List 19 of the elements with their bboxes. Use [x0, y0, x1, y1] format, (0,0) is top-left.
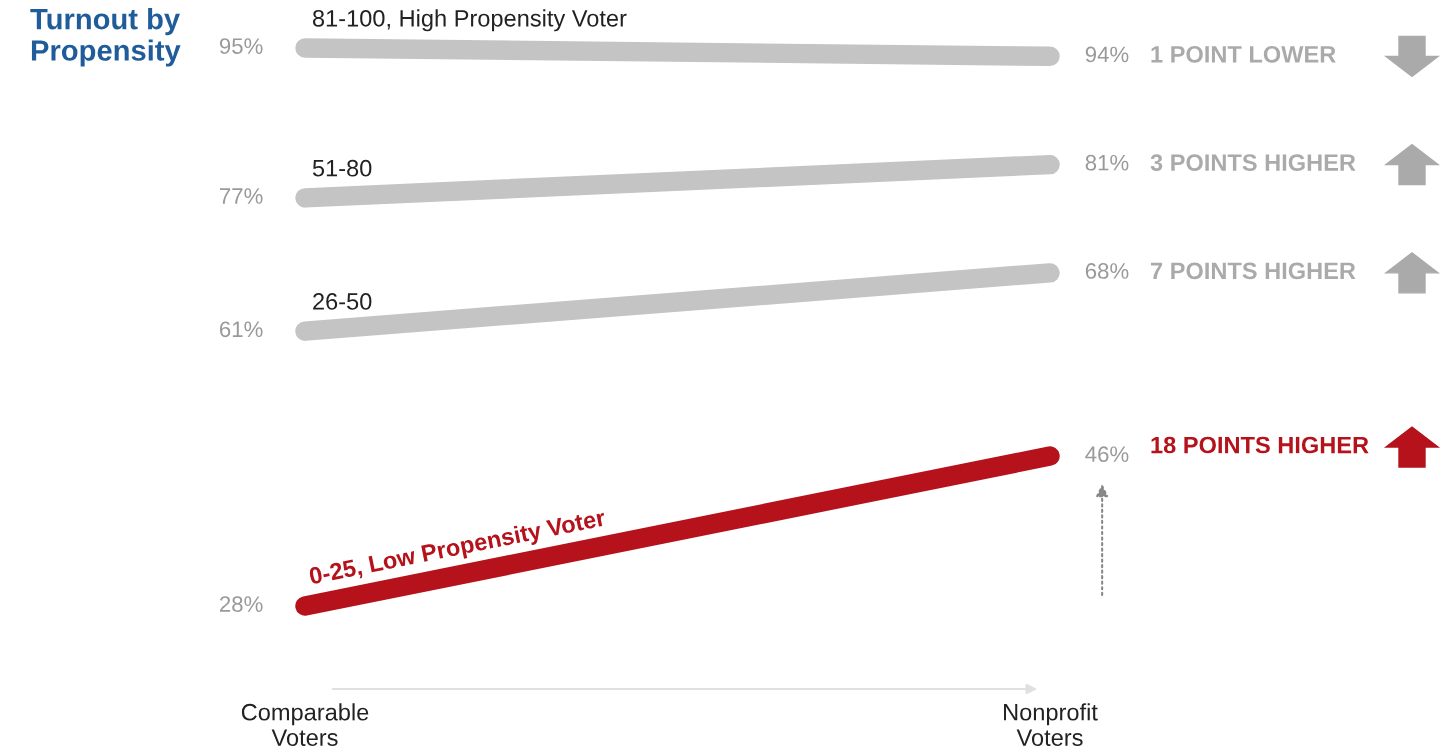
data-label: 46% — [1085, 446, 1129, 463]
annotation: 3 POINTS HIGHER — [1150, 154, 1356, 171]
data-label: 68% — [1085, 263, 1129, 279]
annotation: 7 POINTS HIGHER — [1151, 262, 1356, 280]
data-label: 77% — [220, 188, 263, 204]
chart-title: Turnout by Propensity — [30, 8, 181, 67]
x-tick-label: Comparable Voters — [241, 703, 369, 746]
data-label: 28% — [219, 596, 263, 612]
annotation: 1 POINT LOWER — [1151, 45, 1336, 63]
series-label: 26-50 — [313, 293, 372, 310]
series-label: 51-80 — [312, 159, 372, 177]
series-label: 81-100, High Propensity Voter — [312, 9, 627, 32]
text: 0-25, Low Propensity Voter — [308, 508, 608, 590]
data-label: 95% — [219, 38, 263, 54]
data-label: 81% — [1085, 154, 1129, 171]
data-label: 94% — [1085, 46, 1129, 63]
x-tick-label: Nonprofit Voters — [1004, 703, 1098, 746]
data-label: 61% — [219, 321, 263, 338]
annotation: 18 POINTS HIGHER — [1151, 436, 1369, 454]
